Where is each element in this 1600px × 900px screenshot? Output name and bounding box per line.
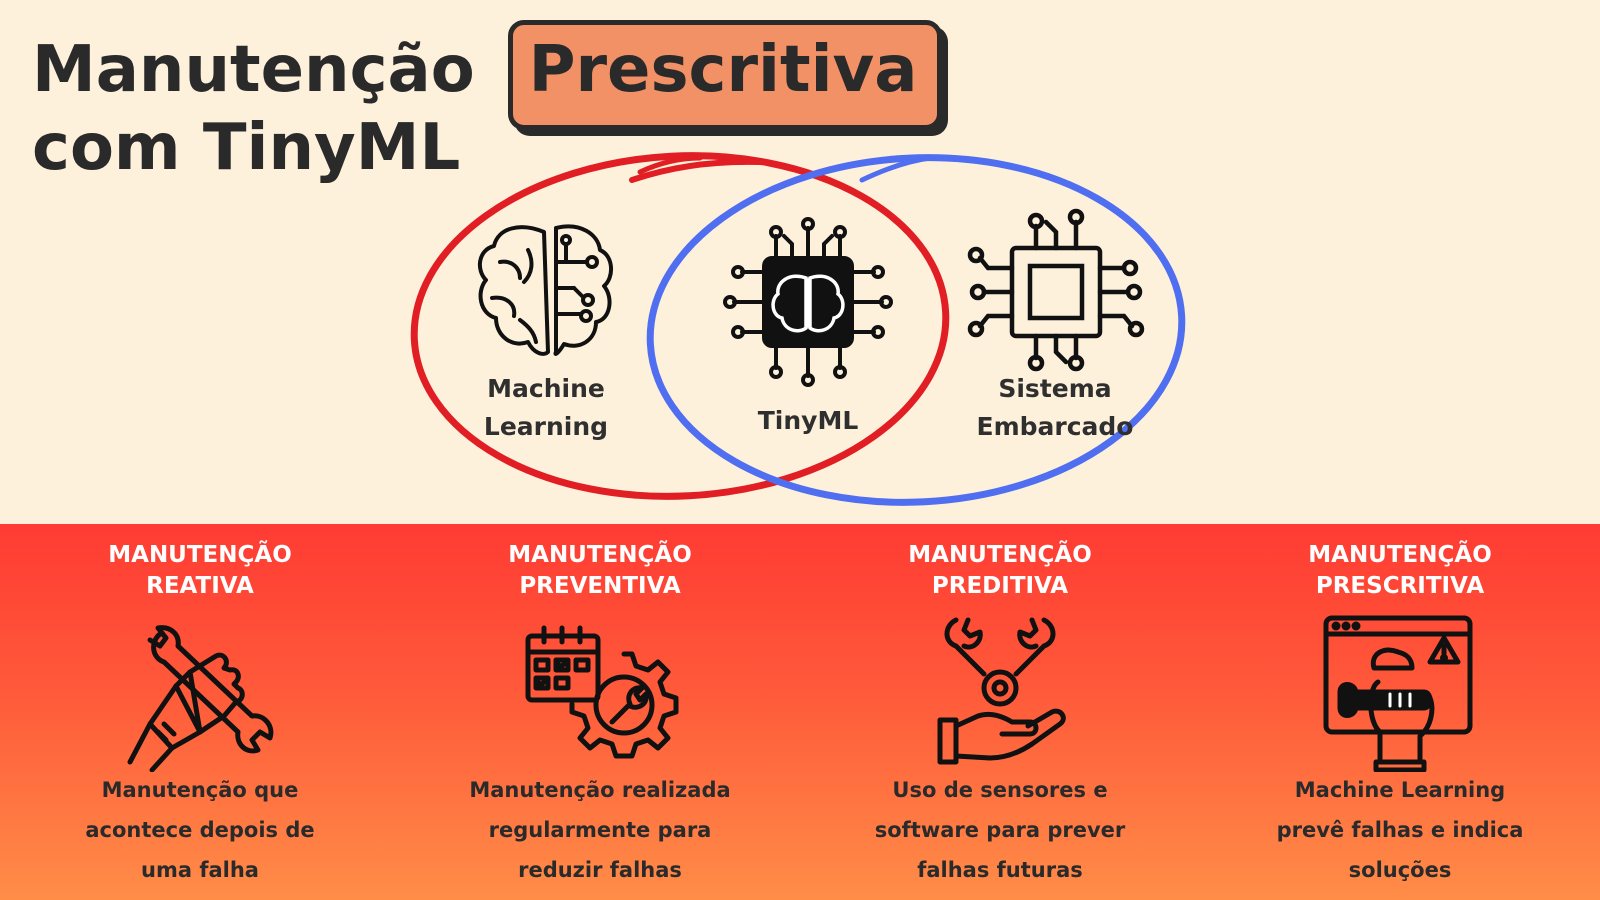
chip-brain-icon	[723, 217, 893, 387]
venn-label-sistema-embarcado-line2: Embarcado	[976, 412, 1134, 441]
maintenance-type-description: Manutenção que acontece depois de uma fa…	[20, 770, 380, 890]
maintenance-type-title: MANUTENÇÃO PRESCRITIVA	[1200, 540, 1600, 602]
maintenance-type-description: Manutenção realizada regularmente para r…	[420, 770, 780, 890]
venn-diagram	[410, 152, 1186, 506]
maintenance-type-description: Uso de sensores e software para prever f…	[820, 770, 1180, 890]
description-line3: reduzir falhas	[518, 858, 682, 882]
description-line2: prevê falhas e indica	[1276, 818, 1524, 842]
maintenance-type-title-line1: MANUTENÇÃO	[1308, 542, 1492, 568]
maintenance-type-title: MANUTENÇÃO REATIVA	[0, 540, 400, 602]
hand-wrench-icon	[127, 625, 274, 772]
maintenance-type-preventiva: MANUTENÇÃO PREVENTIVA Manutenção realiza…	[400, 524, 800, 900]
description-line2: software para prever	[874, 818, 1126, 842]
venn-label-sistema-embarcado: Sistema Embarcado	[960, 370, 1150, 446]
title-line-1: Manutenção	[32, 33, 475, 107]
description-line3: soluções	[1348, 858, 1452, 882]
maintenance-type-title: MANUTENÇÃO PREVENTIVA	[400, 540, 800, 602]
description-line3: falhas futuras	[917, 858, 1083, 882]
maintenance-type-reativa: MANUTENÇÃO REATIVA Manutenção que aconte…	[0, 524, 400, 900]
hand-wrenches-icon	[937, 617, 1066, 765]
maintenance-type-title-line2: PREDITIVA	[931, 573, 1069, 599]
brain-circuit-icon	[477, 224, 613, 356]
description-line1: Uso de sensores e	[892, 778, 1108, 802]
venn-label-machine-learning-line2: Learning	[483, 412, 609, 441]
maintenance-type-title-line2: REATIVA	[146, 573, 254, 599]
venn-label-machine-learning: Machine Learning	[466, 370, 626, 446]
maintenance-type-title-line2: PRESCRITIVA	[1315, 573, 1485, 599]
description-line2: regularmente para	[488, 818, 712, 842]
venn-label-sistema-embarcado-line1: Sistema	[998, 374, 1112, 403]
venn-circle-right	[646, 154, 1186, 506]
maintenance-type-title-line1: MANUTENÇÃO	[108, 542, 292, 568]
description-line1: Manutenção que	[101, 778, 299, 802]
maintenance-types-band: MANUTENÇÃO REATIVA Manutenção que aconte…	[0, 524, 1600, 900]
maintenance-type-preditiva: MANUTENÇÃO PREDITIVA Uso de sensores e s…	[800, 524, 1200, 900]
description-line3: uma falha	[141, 858, 259, 882]
venn-label-tinyml: TinyML	[757, 406, 859, 435]
microchip-icon	[967, 208, 1145, 372]
description-line1: Manutenção realizada	[469, 778, 731, 802]
maintenance-type-title: MANUTENÇÃO PREDITIVA	[800, 540, 1200, 602]
maintenance-type-title-line1: MANUTENÇÃO	[508, 542, 692, 568]
venn-circle-left	[410, 152, 950, 500]
title-highlight-box	[508, 20, 942, 130]
description-line1: Machine Learning	[1294, 778, 1506, 802]
description-line2: acontece depois de	[85, 818, 315, 842]
maintenance-type-prescritiva: MANUTENÇÃO PRESCRITIVA Machine Learning …	[1200, 524, 1600, 900]
maintenance-type-title-line2: PREVENTIVA	[519, 573, 681, 599]
browser-repair-icon	[1323, 615, 1473, 772]
title-highlight-text: Prescritiva	[528, 33, 918, 107]
title-line-2: com TinyML	[32, 111, 461, 185]
maintenance-type-title-line1: MANUTENÇÃO	[908, 542, 1092, 568]
venn-label-machine-learning-line1: Machine	[487, 374, 605, 403]
calendar-gear-icon	[525, 625, 679, 759]
maintenance-type-description: Machine Learning prevê falhas e indica s…	[1220, 770, 1580, 890]
